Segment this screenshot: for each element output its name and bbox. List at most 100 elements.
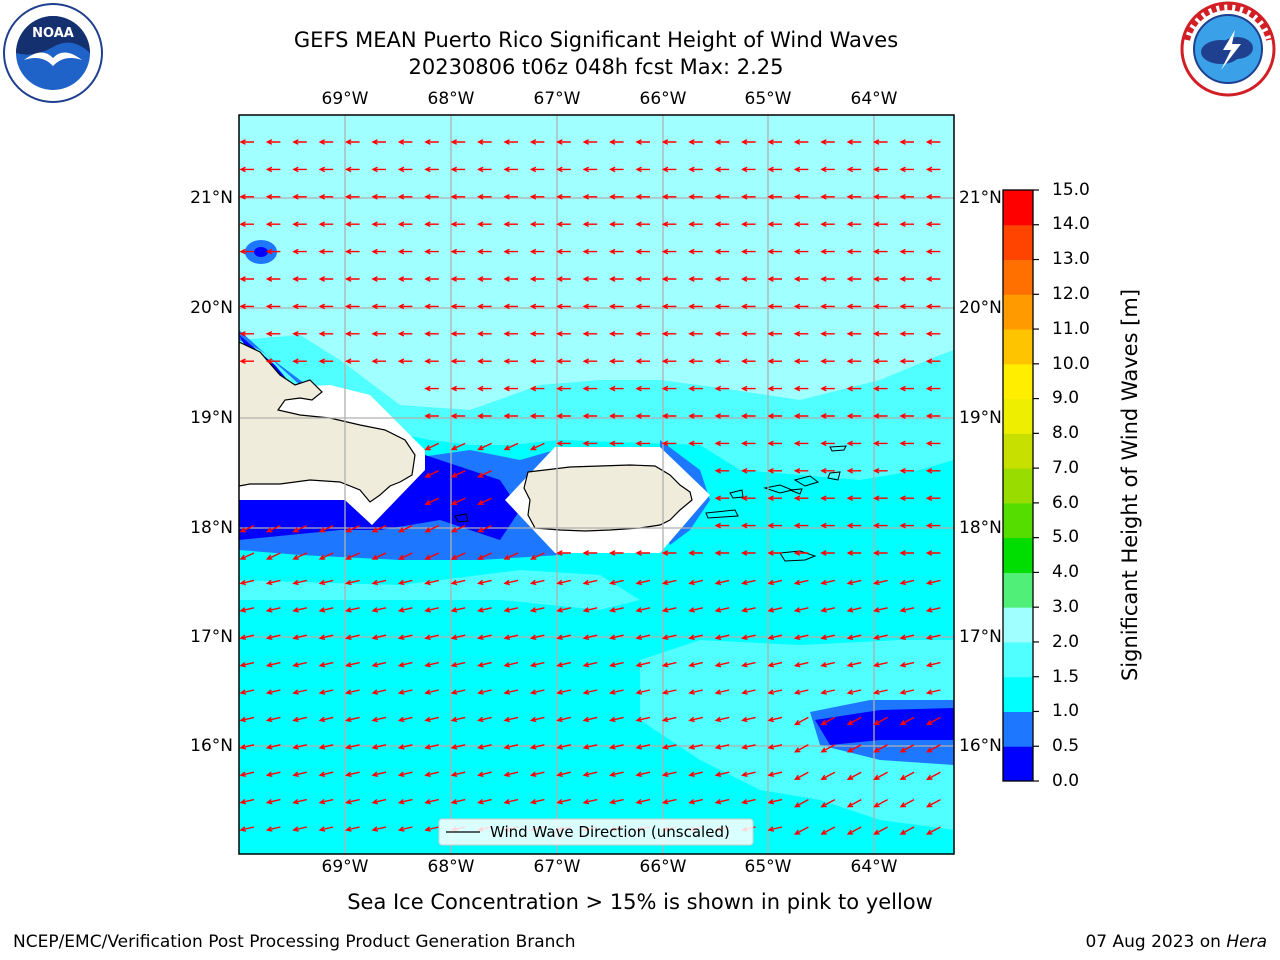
wind-wave-arrow (688, 771, 703, 777)
wind-wave-arrow (688, 413, 703, 419)
wind-wave-arrow (582, 330, 598, 337)
wind-wave-arrow (477, 166, 492, 173)
wind-wave-arrow (741, 440, 756, 447)
wind-wave-arrow (556, 248, 571, 255)
wind-wave-arrow (556, 634, 571, 640)
wind-wave-arrow (582, 358, 598, 365)
wind-wave-arrow (503, 442, 519, 451)
wind-wave-arrow (925, 166, 941, 173)
wind-wave-arrow (873, 248, 888, 255)
wind-wave-arrow (820, 579, 835, 586)
wind-wave-arrow (371, 358, 386, 365)
wind-wave-arrow (846, 495, 862, 502)
wind-wave-arrow (318, 552, 334, 560)
wind-wave-arrow (503, 139, 518, 145)
wind-wave-arrow (318, 221, 334, 228)
wind-wave-arrow (793, 495, 809, 502)
wind-wave-arrow (239, 166, 254, 173)
wind-wave-arrow (925, 413, 941, 419)
wind-wave-arrow (265, 661, 281, 668)
wind-wave-arrow (925, 495, 941, 502)
wind-wave-arrow (450, 442, 466, 451)
lon-label-top-65: 65°W (744, 89, 792, 109)
wind-wave-arrow (767, 826, 783, 832)
wind-wave-arrow (899, 358, 914, 365)
wind-wave-arrow (397, 716, 413, 723)
wind-wave-arrow (345, 826, 360, 832)
wind-wave-arrow (820, 467, 835, 474)
wind-wave-arrow (345, 798, 360, 805)
wind-wave-arrow (741, 413, 756, 419)
wind-wave-arrow (529, 221, 545, 228)
lat-label-right-20: 20°N (959, 298, 1002, 318)
colorbar-segment (1003, 398, 1033, 434)
colorbar-segment (1003, 433, 1033, 469)
wind-wave-arrow (609, 139, 624, 145)
wind-wave-arrow (767, 248, 782, 255)
wind-wave-arrow (820, 440, 835, 447)
colorbar-tick: 2.0 (1052, 632, 1080, 652)
wind-wave-arrow (345, 330, 360, 337)
wind-wave-arrow (529, 552, 545, 560)
wind-wave-arrow (820, 358, 835, 365)
lat-label-right-19: 19°N (959, 408, 1002, 428)
wind-wave-arrow (265, 139, 281, 145)
wind-wave-arrow (450, 470, 466, 478)
wind-wave-arrow (741, 771, 756, 777)
wind-wave-arrow (767, 358, 782, 365)
wind-wave-arrow (265, 798, 281, 805)
wind-wave-arrow (239, 579, 255, 586)
colorbar-segment (1003, 607, 1033, 643)
wind-wave-arrow (793, 166, 809, 173)
wind-wave-arrow (741, 276, 756, 282)
wind-wave-arrow (503, 689, 519, 695)
wind-wave-arrow (820, 826, 836, 835)
wind-wave-arrow (925, 330, 941, 337)
map-frame (238, 114, 955, 855)
wind-wave-arrow (318, 276, 334, 282)
island-virgin-gorda (827, 471, 841, 481)
wind-wave-arrow (318, 826, 334, 832)
colorbar-segment (1003, 537, 1033, 573)
wind-wave-arrow (292, 798, 307, 805)
wind-wave-arrow (767, 385, 782, 392)
wind-wave-arrow (609, 166, 624, 173)
wind-wave-arrow (899, 744, 915, 753)
wind-wave-arrow (873, 276, 888, 282)
wind-wave-arrow (899, 276, 914, 282)
wind-wave-arrow (450, 193, 466, 200)
wind-wave-arrow (609, 607, 624, 613)
wind-wave-arrow (371, 826, 387, 832)
wind-wave-arrow (582, 579, 598, 586)
wind-wave-arrow (873, 826, 888, 835)
wind-wave-arrow (424, 524, 440, 533)
wind-wave-arrow (477, 798, 492, 805)
wind-wave-arrow (793, 771, 809, 780)
wind-wave-arrow (714, 634, 730, 640)
wind-wave-arrow (899, 716, 915, 726)
wind-wave-arrow (846, 330, 862, 337)
wave-field-0to0_5-se (815, 708, 954, 745)
wind-wave-arrow (820, 413, 835, 419)
wind-wave-arrow (688, 661, 703, 668)
wind-wave-arrow (925, 826, 941, 835)
colorbar-segment (1003, 746, 1033, 782)
wind-wave-arrow (820, 385, 835, 392)
wind-wave-arrow (767, 798, 783, 805)
wind-wave-arrow (925, 193, 941, 200)
wave-field-1_5to2-strip (239, 570, 640, 610)
wave-spot-nw-core (254, 247, 268, 257)
wind-wave-arrow (503, 744, 519, 750)
wind-wave-arrow (820, 330, 835, 337)
colorbar-segment (1003, 363, 1033, 400)
wave-field-1_5to2-south (640, 640, 954, 770)
wind-wave-arrow (503, 413, 518, 419)
wind-wave-arrow (873, 385, 888, 392)
colorbar-tick: 13.0 (1052, 249, 1090, 269)
wind-wave-arrow (635, 139, 650, 145)
wind-wave-arrow (635, 358, 650, 365)
wind-wave-arrow (741, 661, 756, 668)
wind-wave-arrow (529, 661, 545, 668)
wind-wave-arrow (397, 771, 413, 777)
island-st-croix (779, 550, 817, 562)
